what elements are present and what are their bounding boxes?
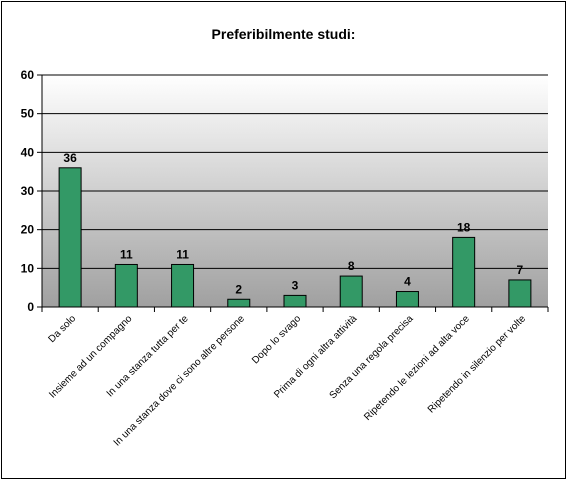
data-label: 2 <box>235 282 242 296</box>
category-label: Ripetendo in silenzio per volte <box>426 313 528 415</box>
bars <box>58 167 532 308</box>
data-label: 11 <box>120 247 133 261</box>
category-label: Dopo lo svago <box>250 313 303 366</box>
y-tick-label: 0 <box>27 300 34 314</box>
bar <box>339 275 363 308</box>
bar <box>171 263 195 308</box>
y-tick-label: 50 <box>21 107 35 121</box>
y-tick-label: 40 <box>21 145 35 159</box>
chart-title: Preferibilmente studi: <box>211 26 356 42</box>
data-label: 8 <box>348 259 355 273</box>
data-labels: 36 11 11 2 3 8 4 18 7 <box>63 151 523 296</box>
bar <box>508 279 532 308</box>
data-label: 3 <box>292 278 299 292</box>
category-label: Ripetendo le lezioni ad alta voce <box>362 313 472 423</box>
data-label: 7 <box>517 263 524 277</box>
bar <box>114 263 138 308</box>
data-label: 18 <box>457 220 471 234</box>
bar <box>227 298 251 308</box>
y-tick-label: 60 <box>21 68 35 82</box>
data-label: 11 <box>176 247 189 261</box>
bar <box>452 236 476 308</box>
data-label: 36 <box>63 151 77 165</box>
bar <box>395 291 419 308</box>
y-tick-label: 30 <box>21 184 35 198</box>
y-axis-ticks: 0 10 20 30 40 50 60 <box>21 68 42 314</box>
y-tick-label: 10 <box>21 261 35 275</box>
bar <box>58 167 82 308</box>
category-label: In una stanza dove ci sono altre persone <box>112 313 247 448</box>
bar <box>283 294 307 308</box>
category-label: Da solo <box>46 313 78 345</box>
y-tick-label: 20 <box>21 223 35 237</box>
data-label: 4 <box>404 275 411 289</box>
